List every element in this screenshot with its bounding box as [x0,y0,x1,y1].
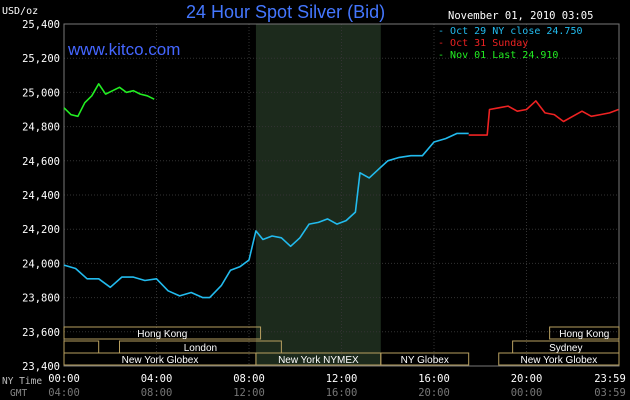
y-tick-label: 25,000 [22,87,60,99]
series-line-1 [468,100,619,136]
plot-frame [63,23,620,367]
x-tick-label-gmt: 12:00 [233,387,265,399]
session-bar [498,352,620,366]
session-label: London [184,343,217,354]
y-tick-label: 24,600 [22,156,60,168]
y-tick-label: 25,200 [22,53,60,65]
session-bar [549,326,620,340]
session-bar [380,352,470,366]
x-tick-label-gmt: 20:00 [418,387,450,399]
date-label: November 01, 2010 03:05 [448,10,593,22]
session-label: NY Globex [401,355,449,366]
series-line-2 [63,83,155,118]
session-label: Sydney [549,343,582,354]
x-tick-labels: 00:00 04:00 08:00 12:00 16:00 20:00 23:59 04:00… [48,373,626,399]
x-tick-label-gmt: 00:00 [511,387,543,399]
watermark: www.kitco.com [67,40,180,59]
nymex-shaded-region [255,24,381,366]
x-tick-label-ny: 00:00 [48,373,80,385]
y-tick-label: 24,800 [22,122,60,134]
y-tick-labels: 23,400 23,600 23,800 24,000 24,200 24,400 24,6… [22,19,60,373]
x-tick-label-ny: 08:00 [233,373,265,385]
y-tick-label: 24,000 [22,258,60,270]
y-tick-label: 23,600 [22,327,60,339]
y-tick-label: 24,200 [22,224,60,236]
x-tick-label-gmt: 16:00 [326,387,358,399]
x-tick-label-gmt: 08:00 [141,387,173,399]
gmt-label: GMT [10,388,27,399]
session-label: New York Globex [521,355,598,366]
legend-item-ny-close: - Oct 29 NY close 24.750 [438,26,583,37]
session-bar [63,326,262,340]
y-tick-label: 24,400 [22,190,60,202]
series-lines [63,83,619,299]
x-tick-label-ny: 23:59 [594,373,626,385]
session-label: Hong Kong [137,329,187,340]
x-tick-label-ny: 16:00 [418,373,450,385]
session-label: New York Globex [122,355,199,366]
chart-title: 24 Hour Spot Silver (Bid) [186,2,385,22]
x-tick-label-gmt: 04:00 [48,387,80,399]
x-tick-label-gmt: 03:59 [594,387,626,399]
y-tick-label: 25,400 [22,19,60,31]
y-tick-label: 23,400 [22,361,60,373]
legend-item-sunday: - Oct 31 Sunday [438,38,528,49]
ny-time-label: NY Time [2,376,42,387]
legend-item-last: - Nov 01 Last 24.910 [438,50,558,61]
series-line-0 [63,132,469,299]
y-tick-label: 23,800 [22,293,60,305]
x-tick-label-ny: 04:00 [141,373,173,385]
x-tick-label-ny: 12:00 [326,373,358,385]
x-tick-label-ny: 20:00 [511,373,543,385]
session-label: Hong Kong [559,329,609,340]
unit-label: USD/oz [2,6,38,17]
session-label: New York NYMEX [278,355,359,366]
